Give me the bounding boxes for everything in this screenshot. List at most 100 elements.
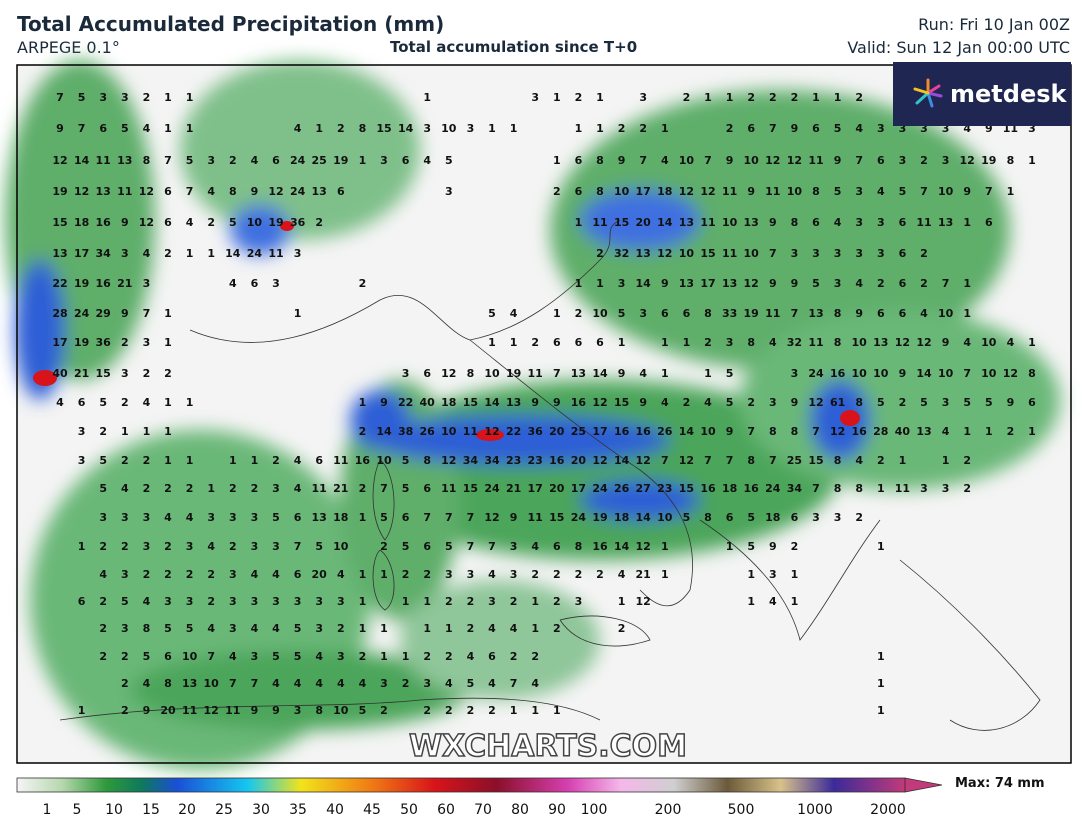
grid-value: 16 bbox=[614, 425, 630, 438]
grid-value: 8 bbox=[1007, 154, 1015, 167]
model: ARPEGE 0.1° bbox=[17, 38, 120, 57]
grid-value: 12 bbox=[636, 454, 651, 467]
grid-value: 4 bbox=[186, 511, 194, 524]
grid-value: 14 bbox=[657, 216, 673, 229]
grid-value: 1 bbox=[661, 540, 669, 553]
grid-value: 12 bbox=[1003, 367, 1018, 380]
grid-value: 3 bbox=[899, 154, 907, 167]
grid-value: 3 bbox=[294, 595, 302, 608]
grid-value: 14 bbox=[614, 454, 630, 467]
grid-value: 24 bbox=[765, 482, 781, 495]
grid-value: 4 bbox=[272, 622, 280, 635]
grid-value: 5 bbox=[380, 511, 388, 524]
grid-value: 2 bbox=[467, 622, 475, 635]
grid-value: 2 bbox=[164, 367, 172, 380]
grid-value: 5 bbox=[467, 677, 475, 690]
grid-value: 19 bbox=[981, 154, 996, 167]
grid-value: 6 bbox=[596, 336, 604, 349]
grid-value: 1 bbox=[531, 622, 539, 635]
grid-value: 3 bbox=[834, 247, 842, 260]
grid-value: 1 bbox=[359, 568, 367, 581]
grid-value: 1 bbox=[1028, 425, 1036, 438]
grid-value: 7 bbox=[812, 425, 820, 438]
grid-value: 10 bbox=[981, 367, 997, 380]
colorbar-tick-label: 15 bbox=[142, 802, 160, 818]
grid-value: 5 bbox=[78, 91, 86, 104]
grid-value: 17 bbox=[592, 425, 607, 438]
grid-value: 1 bbox=[423, 91, 431, 104]
grid-value: 9 bbox=[791, 122, 799, 135]
grid-value: 4 bbox=[294, 122, 302, 135]
grid-value: 7 bbox=[769, 247, 777, 260]
colorbar-tick-label: 200 bbox=[655, 802, 682, 818]
grid-value: 34 bbox=[484, 454, 500, 467]
grid-value: 13 bbox=[808, 307, 823, 320]
grid-value: 3 bbox=[121, 622, 129, 635]
grid-value: 7 bbox=[704, 454, 712, 467]
grid-value: 3 bbox=[143, 336, 151, 349]
grid-value: 6 bbox=[575, 336, 583, 349]
grid-value: 4 bbox=[272, 568, 280, 581]
grid-value: 3 bbox=[467, 568, 475, 581]
grid-value: 3 bbox=[380, 154, 388, 167]
watermark: WXCHARTS.COM bbox=[409, 729, 687, 764]
grid-value: 19 bbox=[52, 185, 67, 198]
grid-value: 1 bbox=[143, 425, 151, 438]
grid-value: 2 bbox=[337, 622, 345, 635]
grid-value: 32 bbox=[614, 247, 629, 260]
colorbar-tick-label: 60 bbox=[437, 802, 455, 818]
grid-value: 6 bbox=[985, 216, 993, 229]
grid-value: 20 bbox=[160, 704, 176, 717]
grid-value: 12 bbox=[787, 154, 802, 167]
grid-value: 1 bbox=[747, 568, 755, 581]
grid-value: 2 bbox=[272, 454, 280, 467]
grid-value: 1 bbox=[78, 704, 86, 717]
grid-value: 3 bbox=[272, 540, 280, 553]
colorbar-max: Max: 74 mm bbox=[955, 776, 1045, 791]
grid-value: 24 bbox=[290, 154, 306, 167]
grid-value: 5 bbox=[402, 482, 410, 495]
grid-value: 2 bbox=[1007, 425, 1015, 438]
grid-value: 11 bbox=[808, 336, 823, 349]
grid-value: 9 bbox=[661, 277, 669, 290]
grid-value: 5 bbox=[359, 704, 367, 717]
grid-value: 6 bbox=[553, 336, 561, 349]
grid-value: 4 bbox=[510, 622, 518, 635]
colorbar-tick-label: 45 bbox=[363, 802, 381, 818]
grid-value: 3 bbox=[337, 650, 345, 663]
grid-value: 2 bbox=[855, 91, 863, 104]
grid-value: 13 bbox=[117, 154, 132, 167]
grid-value: 12 bbox=[441, 367, 456, 380]
grid-value: 12 bbox=[74, 185, 89, 198]
grid-value: 1 bbox=[531, 595, 539, 608]
grid-value: 8 bbox=[747, 336, 755, 349]
grid-value: 14 bbox=[916, 367, 932, 380]
grid-value: 3 bbox=[164, 595, 172, 608]
grid-value: 9 bbox=[726, 154, 734, 167]
grid-value: 7 bbox=[207, 650, 215, 663]
grid-value: 2 bbox=[121, 677, 129, 690]
grid-value: 11 bbox=[765, 185, 780, 198]
grid-value: 1 bbox=[877, 540, 885, 553]
grid-value: 18 bbox=[657, 185, 672, 198]
grid-value: 21 bbox=[74, 367, 89, 380]
grid-value: 1 bbox=[575, 122, 583, 135]
grid-value: 8 bbox=[1028, 367, 1036, 380]
colorbar-tick-label: 90 bbox=[548, 802, 566, 818]
grid-value: 5 bbox=[229, 216, 237, 229]
grid-value: 1 bbox=[164, 122, 172, 135]
grid-value: 24 bbox=[808, 367, 824, 380]
grid-value: 3 bbox=[920, 122, 928, 135]
grid-value: 1 bbox=[402, 650, 410, 663]
grid-value: 7 bbox=[251, 677, 259, 690]
grid-value: 12 bbox=[679, 454, 694, 467]
grid-value: 1 bbox=[812, 91, 820, 104]
grid-value: 12 bbox=[636, 540, 651, 553]
grid-value: 6 bbox=[78, 396, 86, 409]
grid-value: 8 bbox=[229, 185, 237, 198]
grid-value: 9 bbox=[272, 704, 280, 717]
grid-value: 4 bbox=[56, 396, 64, 409]
grid-value: 18 bbox=[441, 396, 456, 409]
grid-value: 11 bbox=[117, 185, 132, 198]
